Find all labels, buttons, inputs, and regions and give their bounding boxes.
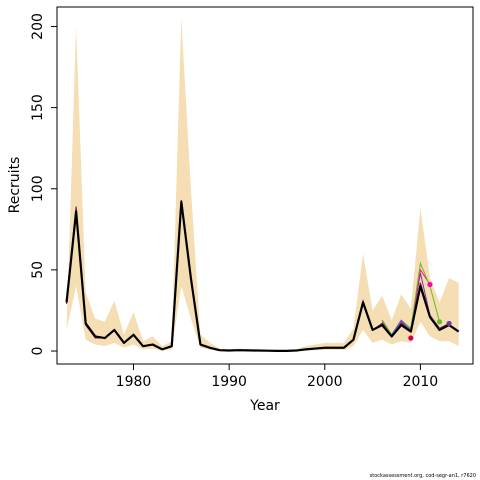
x-tick-label-2000: 2000 [307, 374, 343, 390]
terminal-point-2 [436, 319, 443, 325]
terminal-point-3 [446, 320, 452, 327]
plot-frame [56, 6, 474, 365]
retro-series-line-4 [391, 319, 412, 336]
x-axis-label: Year [249, 398, 280, 414]
y-tick-label-100: 100 [30, 175, 46, 202]
recruits-line [65, 200, 460, 352]
y-axis-label: Recruits [7, 157, 23, 214]
terminal-point-0 [408, 335, 414, 341]
y-tick-label-50: 50 [30, 261, 46, 279]
footer-credit: stockassessment.org, cod-segr-an1, r7620 [369, 473, 476, 479]
y-tick-label-0: 0 [30, 347, 46, 356]
x-tick-label-1990: 1990 [211, 374, 247, 390]
y-tick-label-200: 200 [30, 13, 46, 40]
confidence-band [66, 18, 459, 351]
x-tick-label-2010: 2010 [403, 374, 439, 390]
x-tick-label-1980: 1980 [116, 374, 152, 390]
terminal-point-1 [427, 281, 433, 288]
y-tick-label-150: 150 [30, 94, 46, 121]
